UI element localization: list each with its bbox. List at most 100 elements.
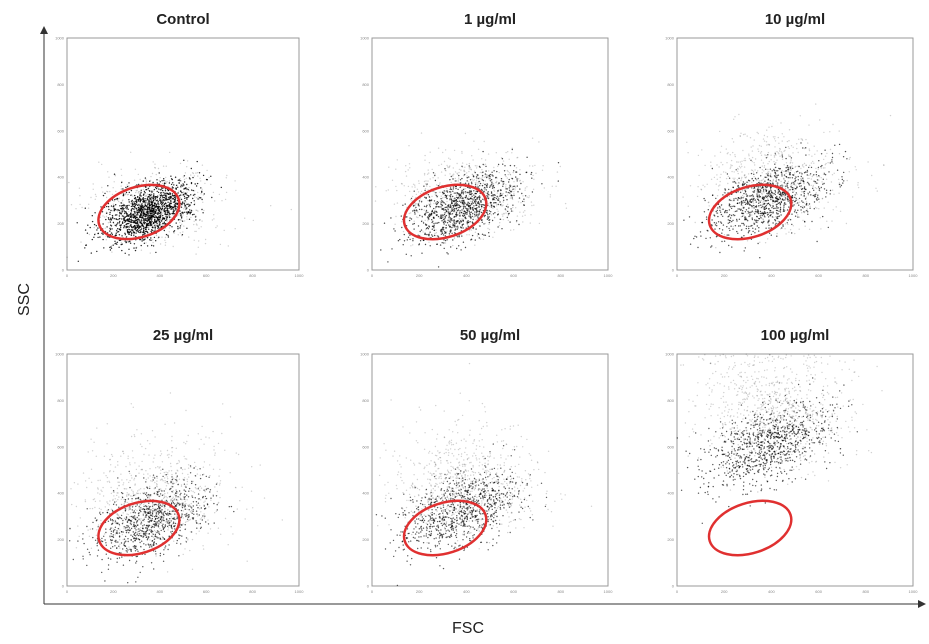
data-point <box>138 210 141 212</box>
data-point <box>479 225 481 227</box>
data-point <box>769 172 772 175</box>
data-point <box>742 149 744 152</box>
data-point <box>479 166 481 168</box>
data-point <box>139 178 141 181</box>
data-point <box>394 230 396 232</box>
data-point <box>496 192 499 194</box>
data-point <box>169 213 171 215</box>
data-point <box>409 190 411 193</box>
data-point <box>125 207 127 209</box>
data-point <box>463 199 465 202</box>
data-point <box>478 237 480 239</box>
data-point <box>195 223 198 225</box>
data-point <box>717 215 719 218</box>
data-point <box>467 209 469 211</box>
data-point <box>440 229 442 231</box>
data-point <box>84 207 87 209</box>
data-point <box>426 173 429 175</box>
data-point <box>446 164 448 167</box>
data-point <box>440 214 442 216</box>
data-point <box>150 224 152 226</box>
data-point <box>753 190 755 192</box>
data-point <box>136 246 138 248</box>
data-point <box>497 199 500 202</box>
data-point <box>455 187 457 190</box>
data-point <box>455 199 457 202</box>
data-point <box>766 186 769 188</box>
data-point <box>779 194 782 196</box>
data-point <box>522 211 525 213</box>
data-point <box>794 200 796 203</box>
data-point <box>166 196 168 198</box>
data-point <box>424 219 426 222</box>
data-point <box>482 171 484 173</box>
data-point <box>123 227 125 229</box>
data-point <box>443 213 446 216</box>
data-point <box>459 193 462 195</box>
data-point <box>161 182 164 185</box>
data-point <box>167 193 170 195</box>
data-point <box>140 214 142 217</box>
data-point <box>744 200 746 202</box>
data-point <box>739 167 742 169</box>
data-point <box>448 224 450 226</box>
data-point <box>417 216 419 219</box>
data-point <box>130 223 132 226</box>
x-tick-label: 0 <box>371 273 374 278</box>
data-point <box>746 213 748 215</box>
data-point <box>88 233 91 236</box>
data-point <box>156 213 159 215</box>
data-point <box>734 155 736 158</box>
data-point <box>449 226 451 228</box>
data-point <box>442 216 444 218</box>
data-point <box>420 201 423 203</box>
data-point <box>431 225 434 228</box>
data-point <box>782 224 784 226</box>
data-point <box>409 238 411 241</box>
data-point <box>493 205 495 208</box>
data-point <box>756 210 758 213</box>
data-point <box>133 243 136 245</box>
data-point <box>445 206 448 208</box>
data-point <box>447 166 449 168</box>
data-point <box>524 187 527 189</box>
data-point <box>797 199 799 201</box>
data-point <box>171 208 173 210</box>
data-point <box>413 220 415 222</box>
data-point <box>168 216 171 218</box>
data-point <box>202 174 205 177</box>
data-point <box>138 211 140 213</box>
data-point <box>769 188 772 190</box>
data-point <box>170 201 172 203</box>
data-point <box>171 226 173 228</box>
data-point <box>128 201 130 203</box>
x-tick-label: 0 <box>676 273 679 278</box>
data-point <box>192 176 194 179</box>
data-point <box>473 194 475 196</box>
data-point <box>131 194 133 196</box>
data-point <box>199 218 201 221</box>
data-point <box>428 195 430 197</box>
data-point <box>124 234 127 237</box>
data-point <box>788 206 790 208</box>
data-point <box>172 209 174 211</box>
data-point <box>159 205 162 208</box>
data-point <box>758 202 760 204</box>
data-point <box>722 194 724 196</box>
data-point <box>817 198 819 200</box>
data-point <box>516 178 518 180</box>
data-point <box>156 209 158 211</box>
data-point <box>372 223 374 225</box>
data-point <box>111 193 114 196</box>
data-point <box>185 189 188 191</box>
data-point <box>173 231 175 233</box>
data-point <box>740 163 742 165</box>
data-point <box>144 186 147 188</box>
data-point <box>792 146 794 148</box>
data-point <box>124 224 126 226</box>
data-point <box>459 179 462 181</box>
x-tick-label: 200 <box>110 273 117 278</box>
data-point <box>127 193 130 196</box>
data-point <box>144 238 146 240</box>
